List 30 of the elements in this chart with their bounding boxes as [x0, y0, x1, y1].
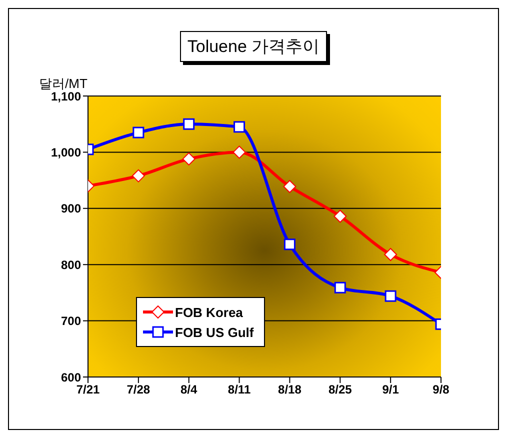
y-tick-label: 800 [60, 258, 82, 272]
legend-label: FOB Korea [175, 304, 243, 320]
y-tick-label: 600 [60, 370, 82, 384]
x-tick-label: 7/28 [126, 382, 150, 397]
point [182, 152, 196, 166]
x-tick-label: 8/4 [180, 382, 198, 397]
x-tick-label: 7/21 [76, 382, 100, 397]
y-tick-label: 700 [60, 314, 82, 328]
x-tick-label: 8/18 [278, 382, 302, 397]
y-tick-label: 1,100 [50, 89, 82, 104]
point [232, 146, 246, 159]
point [384, 248, 398, 261]
x-tick-label: 8/11 [228, 382, 251, 397]
point [132, 169, 145, 182]
x-tick-label: 8/25 [328, 382, 352, 397]
point [334, 210, 347, 223]
point [334, 282, 346, 294]
y-tick-label: 1,000 [50, 145, 82, 160]
point [384, 290, 396, 302]
y-axis-title: 달러/MT [39, 75, 88, 92]
point [284, 238, 296, 250]
point [183, 118, 195, 130]
point [234, 121, 246, 133]
legend-label: FOB US Gulf [175, 324, 254, 340]
point [283, 180, 296, 193]
x-tick-label: 9/8 [432, 382, 450, 397]
chart-title: Toluene 가격추이 [180, 31, 327, 62]
point [132, 126, 144, 138]
y-tick-label: 900 [60, 202, 82, 216]
x-tick-label: 9/1 [382, 382, 400, 397]
